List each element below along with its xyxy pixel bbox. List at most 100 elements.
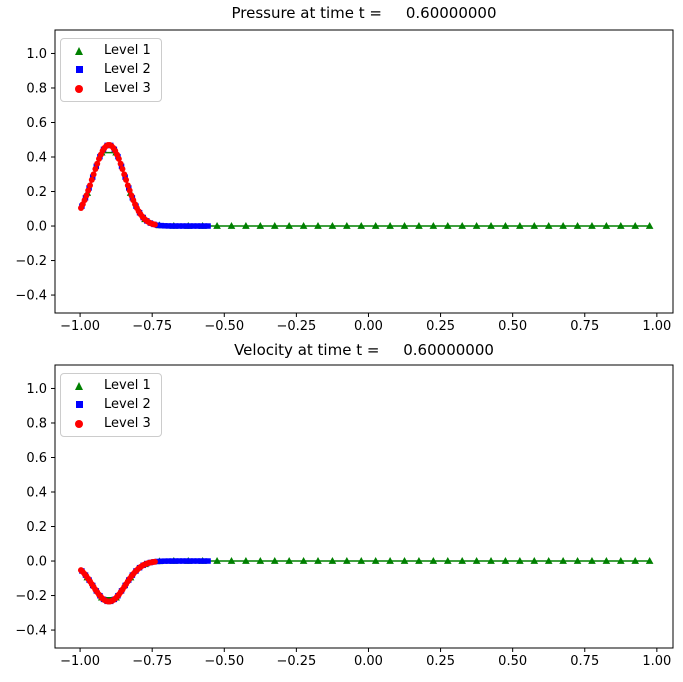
x-tick-label: 0.75 — [570, 319, 599, 334]
y-tick-label: 0.0 — [26, 555, 47, 570]
legend-label: Level 1 — [104, 377, 151, 393]
x-tick-label: 1.00 — [642, 319, 671, 334]
square-marker-icon — [172, 558, 179, 564]
triangle-marker-icon — [516, 222, 524, 229]
triangle-marker-icon — [299, 557, 308, 564]
y-tick-label: 0.2 — [26, 520, 47, 535]
legend-label: Level 2 — [104, 61, 151, 77]
square-marker-icon — [205, 223, 211, 229]
circle-marker-icon — [128, 192, 135, 199]
x-tick-label: −0.50 — [204, 319, 244, 334]
triangle-marker-icon — [415, 222, 423, 229]
square-marker-icon — [201, 558, 208, 564]
axes-frame — [54, 29, 674, 314]
x-tick-label: 0.75 — [570, 654, 599, 669]
series-line — [86, 151, 650, 227]
triangle-marker-icon — [343, 222, 351, 229]
triangle-marker-icon — [501, 222, 510, 229]
y-tick-label: 0.2 — [26, 185, 47, 200]
legend-item-level-3: Level 3 — [65, 415, 161, 434]
y-tick-label: −0.2 — [15, 254, 47, 269]
triangle-marker-icon — [631, 557, 640, 564]
triangle-marker-icon — [645, 557, 654, 564]
triangle-marker-icon — [400, 222, 409, 229]
circle-marker-icon — [75, 85, 83, 94]
triangle-marker-icon — [75, 46, 83, 55]
y-tick-label: 0.0 — [26, 220, 47, 235]
triangle-marker-icon — [270, 557, 279, 564]
square-marker-icon — [158, 558, 164, 564]
y-tick-label: −0.2 — [15, 589, 47, 604]
x-tick-label: −0.75 — [132, 654, 172, 669]
circle-marker-icon — [87, 182, 94, 189]
square-marker-icon — [165, 223, 172, 229]
square-marker-icon — [198, 558, 204, 564]
square-marker-icon — [176, 223, 182, 229]
x-tick-label: 0.00 — [354, 654, 383, 669]
circle-marker-icon — [85, 187, 92, 194]
triangle-marker-icon — [544, 557, 553, 564]
triangle-marker-icon — [573, 557, 582, 564]
square-marker-icon — [162, 223, 168, 229]
square-marker-icon — [187, 558, 193, 564]
x-tick-label: −0.25 — [276, 654, 316, 669]
triangle-marker-icon — [631, 222, 640, 229]
circle-marker-icon — [121, 171, 128, 178]
square-marker-icon — [165, 558, 172, 564]
square-marker-icon — [183, 558, 190, 564]
square-marker-icon — [162, 558, 168, 564]
x-tick-label: −1.00 — [60, 654, 100, 669]
circle-marker-icon — [119, 165, 126, 172]
pressure-plot-title: Pressure at time t = 0.60000000 — [231, 4, 497, 22]
triangle-marker-icon — [530, 557, 539, 564]
triangle-marker-icon — [501, 557, 510, 564]
triangle-marker-icon — [213, 557, 221, 564]
triangle-marker-icon — [573, 222, 582, 229]
circle-marker-icon — [151, 558, 158, 565]
triangle-marker-icon — [357, 557, 366, 564]
triangle-marker-icon — [285, 557, 293, 564]
square-marker-icon — [75, 66, 83, 74]
triangle-marker-icon — [443, 557, 452, 564]
x-tick-label: −0.25 — [276, 319, 316, 334]
level-1-series — [83, 148, 654, 229]
x-tick-label: 0.50 — [498, 654, 527, 669]
square-marker-icon — [187, 223, 193, 229]
y-tick-label: −0.4 — [15, 624, 47, 639]
y-tick-label: 0.8 — [26, 416, 47, 431]
triangle-marker-icon — [256, 222, 265, 229]
y-tick-label: 0.6 — [26, 451, 47, 466]
triangle-marker-icon — [386, 222, 394, 229]
square-marker-icon — [205, 558, 211, 564]
square-marker-icon — [169, 223, 175, 229]
legend-item-level-1: Level 1 — [65, 376, 161, 395]
legend-label: Level 2 — [104, 396, 151, 412]
legend-item-level-1: Level 1 — [65, 41, 161, 60]
y-tick-label: 0.4 — [26, 486, 47, 501]
velocity-plot-area: −1.00 −0.75 −0.50 −0.25 0.00 0.25 0.50 0.75 1.00… — [15, 364, 674, 669]
square-marker-icon — [194, 223, 200, 229]
square-marker-icon — [169, 558, 175, 564]
triangle-marker-icon — [371, 222, 380, 229]
square-marker-icon — [180, 558, 186, 564]
triangle-marker-icon — [645, 222, 654, 229]
triangle-marker-icon — [299, 222, 308, 229]
triangle-marker-icon — [530, 222, 539, 229]
triangle-marker-icon — [328, 557, 337, 564]
triangle-marker-icon — [588, 557, 596, 564]
triangle-marker-icon — [458, 222, 466, 229]
triangle-marker-icon — [472, 557, 481, 564]
triangle-marker-icon — [588, 222, 596, 229]
triangle-marker-icon — [516, 557, 524, 564]
square-marker-icon — [190, 223, 197, 229]
axes-frame — [54, 364, 674, 649]
y-tick-label: −0.4 — [15, 289, 47, 304]
triangle-marker-icon — [559, 222, 567, 229]
y-tick-label: 0.8 — [26, 81, 47, 96]
circle-marker-icon — [81, 197, 88, 204]
triangle-marker-icon — [487, 557, 495, 564]
triangle-marker-icon — [400, 557, 409, 564]
level-3-series — [77, 142, 158, 228]
circle-marker-icon — [94, 160, 101, 167]
